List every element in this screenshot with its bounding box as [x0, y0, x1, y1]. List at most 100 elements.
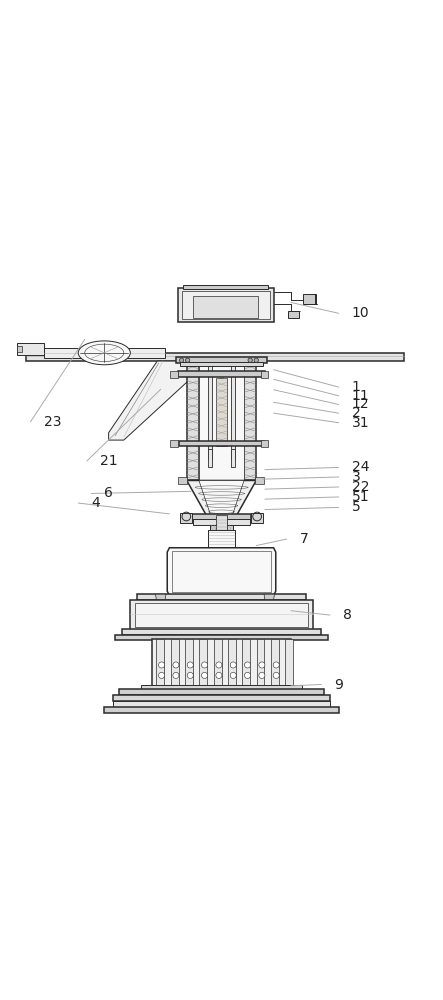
- Circle shape: [173, 672, 179, 678]
- Bar: [120, 689, 323, 695]
- Circle shape: [216, 662, 222, 668]
- Bar: [260, 440, 268, 447]
- Bar: [115, 635, 328, 640]
- Polygon shape: [155, 594, 166, 600]
- Bar: [122, 629, 321, 635]
- Bar: [260, 371, 268, 378]
- Circle shape: [259, 662, 265, 668]
- Bar: [208, 530, 235, 548]
- Text: 24: 24: [352, 460, 369, 474]
- Bar: [199, 361, 244, 480]
- Circle shape: [273, 662, 279, 668]
- Bar: [178, 477, 187, 484]
- Text: 2: 2: [352, 406, 361, 420]
- Bar: [178, 371, 265, 377]
- Bar: [171, 639, 179, 685]
- Circle shape: [230, 672, 236, 678]
- Circle shape: [179, 358, 184, 362]
- Text: 5: 5: [352, 500, 361, 514]
- Bar: [193, 519, 250, 525]
- Bar: [171, 551, 272, 592]
- Circle shape: [186, 358, 190, 362]
- Circle shape: [173, 662, 179, 668]
- Text: 1: 1: [352, 380, 361, 394]
- Bar: [180, 362, 263, 366]
- Text: 4: 4: [91, 496, 100, 510]
- Polygon shape: [264, 594, 275, 600]
- Bar: [135, 603, 308, 627]
- Ellipse shape: [78, 341, 130, 365]
- Bar: [178, 288, 274, 322]
- Circle shape: [245, 662, 251, 668]
- Circle shape: [273, 672, 279, 678]
- Bar: [255, 477, 264, 484]
- Bar: [208, 449, 212, 467]
- Text: 21: 21: [100, 454, 117, 468]
- Bar: [113, 695, 330, 701]
- Circle shape: [259, 672, 265, 678]
- Bar: [187, 361, 199, 480]
- Bar: [193, 296, 258, 318]
- Bar: [17, 343, 43, 355]
- Circle shape: [187, 672, 193, 678]
- Bar: [228, 639, 236, 685]
- Bar: [231, 361, 235, 459]
- Circle shape: [159, 662, 165, 668]
- Bar: [216, 515, 227, 531]
- Bar: [303, 294, 316, 304]
- Polygon shape: [109, 361, 204, 440]
- Bar: [170, 440, 178, 447]
- Bar: [192, 514, 251, 520]
- Bar: [288, 629, 295, 632]
- Bar: [214, 639, 222, 685]
- Bar: [216, 378, 227, 446]
- Bar: [26, 353, 404, 361]
- Circle shape: [202, 662, 208, 668]
- Bar: [256, 639, 264, 685]
- Bar: [17, 346, 22, 352]
- Text: 11: 11: [352, 389, 369, 403]
- Bar: [137, 594, 306, 600]
- Text: 3: 3: [352, 470, 361, 484]
- Bar: [285, 639, 293, 685]
- Text: 12: 12: [352, 397, 369, 411]
- Bar: [156, 639, 164, 685]
- Bar: [242, 639, 250, 685]
- Bar: [271, 639, 279, 685]
- Bar: [130, 600, 313, 630]
- Bar: [180, 513, 192, 523]
- Bar: [251, 513, 263, 523]
- Circle shape: [254, 358, 258, 362]
- Bar: [113, 701, 330, 708]
- Polygon shape: [167, 548, 276, 596]
- Bar: [148, 629, 155, 632]
- Bar: [244, 361, 256, 480]
- Bar: [288, 311, 299, 318]
- Bar: [231, 449, 235, 467]
- Bar: [166, 629, 173, 632]
- Bar: [208, 361, 212, 459]
- Circle shape: [216, 672, 222, 678]
- Bar: [141, 685, 302, 690]
- Circle shape: [159, 672, 165, 678]
- Bar: [182, 291, 270, 319]
- Text: 31: 31: [352, 416, 369, 430]
- Text: 7: 7: [299, 532, 308, 546]
- Bar: [270, 629, 277, 632]
- Bar: [199, 639, 207, 685]
- Text: 10: 10: [352, 306, 369, 320]
- Bar: [104, 707, 339, 713]
- Circle shape: [248, 358, 253, 362]
- Text: 22: 22: [352, 480, 369, 494]
- Bar: [210, 525, 233, 531]
- Text: 51: 51: [352, 490, 369, 504]
- Circle shape: [187, 662, 193, 668]
- Polygon shape: [199, 480, 244, 515]
- Text: 9: 9: [334, 678, 343, 692]
- Text: 6: 6: [104, 486, 113, 500]
- Bar: [170, 371, 178, 378]
- Bar: [152, 639, 291, 686]
- Circle shape: [245, 672, 251, 678]
- Bar: [43, 348, 165, 358]
- Circle shape: [202, 672, 208, 678]
